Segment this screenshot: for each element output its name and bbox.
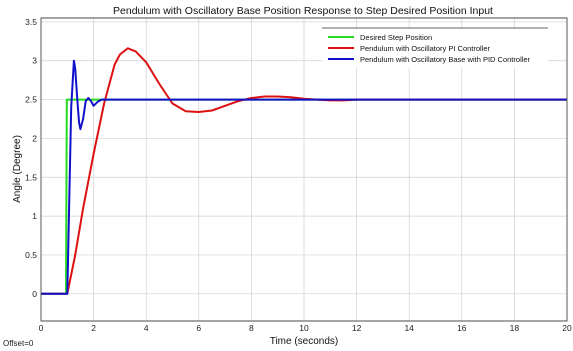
x-tick-label: 8 — [249, 323, 254, 333]
x-tick-label: 0 — [39, 323, 44, 333]
x-tick-label: 10 — [299, 323, 309, 333]
y-tick-label: 1.5 — [25, 172, 37, 182]
y-tick-label: 0 — [32, 289, 37, 299]
legend-label: Pendulum with Oscillatory Base with PID … — [360, 55, 531, 64]
y-tick-label: 2 — [32, 133, 37, 143]
legend-box — [322, 28, 548, 68]
legend-label: Desired Step Position — [360, 33, 432, 42]
legend-label: Pendulum with Oscillatory PI Controller — [360, 44, 491, 53]
x-tick-label: 6 — [196, 323, 201, 333]
x-tick-label: 14 — [404, 323, 414, 333]
chart-title: Pendulum with Oscillatory Base Position … — [113, 5, 493, 17]
y-tick-label: 2.5 — [25, 95, 37, 105]
y-tick-label: 3 — [32, 56, 37, 66]
series-lines — [41, 47, 567, 295]
x-axis-label: Time (seconds) — [270, 336, 339, 347]
x-tick-label: 2 — [91, 323, 96, 333]
y-tick-label: 1 — [32, 211, 37, 221]
x-tick-label: 20 — [562, 323, 572, 333]
y-tick-label: 0.5 — [25, 250, 37, 260]
legend: Desired Step Position Pendulum with Oscil… — [322, 27, 548, 68]
offset-label: Offset=0 — [3, 339, 34, 348]
series-pid-controller-line — [41, 59, 567, 295]
x-tick-label: 4 — [144, 323, 149, 333]
y-axis-label: Angle (Degree) — [12, 135, 23, 203]
x-tick-label: 16 — [457, 323, 467, 333]
x-tick-label: 12 — [352, 323, 362, 333]
tick-labels: 0 2 4 6 8 10 12 14 16 18 20 0 0.5 1 1.5 2 2.5 3 3.5 — [25, 17, 572, 333]
y-tick-label: 3.5 — [25, 17, 37, 27]
x-tick-label: 18 — [510, 323, 520, 333]
plot-frame — [40, 17, 568, 322]
